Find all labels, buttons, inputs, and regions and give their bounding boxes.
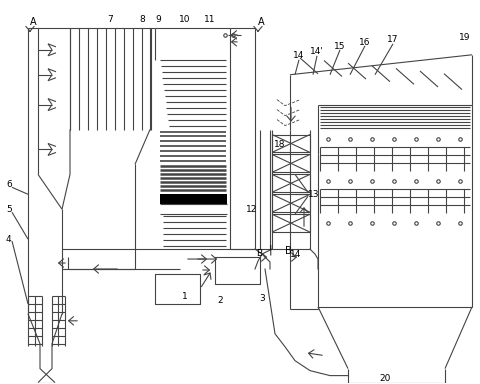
Text: 20: 20 (379, 374, 391, 383)
Text: A: A (30, 17, 36, 27)
Text: |: | (268, 245, 272, 255)
Text: 2: 2 (217, 296, 223, 305)
Text: 16: 16 (359, 38, 371, 47)
Text: A: A (258, 17, 264, 27)
Text: 13: 13 (308, 190, 320, 199)
Text: 3: 3 (259, 295, 265, 303)
Text: B: B (256, 248, 262, 258)
Text: 15: 15 (334, 42, 346, 51)
Text: 17: 17 (387, 35, 399, 45)
Text: 6: 6 (6, 180, 12, 189)
Text: 10: 10 (179, 15, 191, 25)
Text: 9: 9 (155, 15, 161, 25)
Text: 1: 1 (182, 292, 188, 301)
Text: 19: 19 (459, 33, 471, 42)
Text: 11: 11 (204, 15, 216, 25)
Text: 7: 7 (107, 15, 113, 25)
Bar (160, 194, 227, 204)
Text: 14': 14' (310, 47, 324, 56)
Text: 14: 14 (293, 51, 305, 60)
Text: 5: 5 (6, 205, 12, 214)
Text: B: B (285, 246, 292, 256)
Text: 18: 18 (274, 140, 286, 149)
Text: 4: 4 (6, 235, 12, 243)
Text: 8: 8 (139, 15, 145, 25)
Text: 14: 14 (290, 250, 302, 258)
Text: 12: 12 (246, 205, 258, 214)
